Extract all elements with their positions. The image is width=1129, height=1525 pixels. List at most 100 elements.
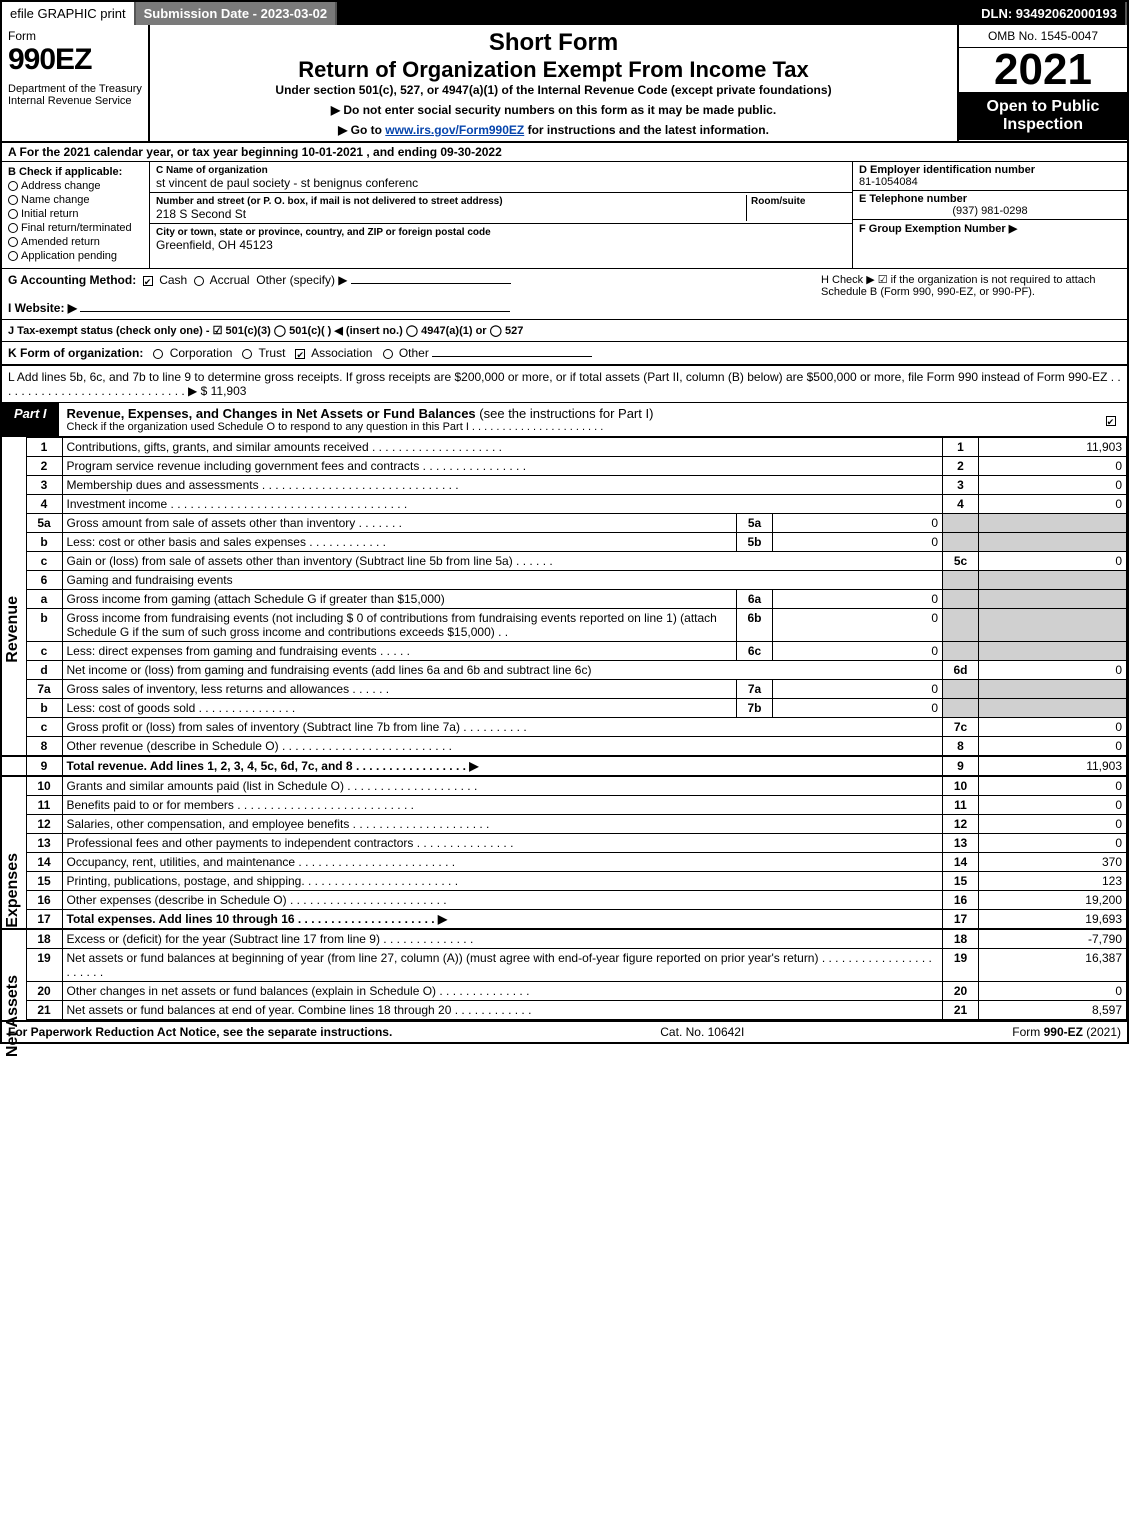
section-b-checkboxes: Address change Name change Initial retur… (8, 180, 143, 262)
section-g-label: G Accounting Method: (8, 273, 136, 287)
table-row: 15Printing, publications, postage, and s… (2, 872, 1127, 891)
form-word: Form (8, 29, 142, 43)
expenses-section-label: Expenses (4, 853, 22, 928)
chk-final-return[interactable]: Final return/terminated (8, 222, 143, 234)
table-row: cLess: direct expenses from gaming and f… (2, 642, 1127, 661)
part-i-title: Revenue, Expenses, and Changes in Net As… (59, 403, 1097, 436)
info-block: B Check if applicable: Address change Na… (2, 162, 1127, 269)
table-row: bLess: cost or other basis and sales exp… (2, 533, 1127, 552)
table-row: 8Other revenue (describe in Schedule O) … (2, 737, 1127, 757)
revenue-section-label: Revenue (4, 596, 22, 663)
section-j-text: J Tax-exempt status (check only one) - ☑… (8, 325, 523, 337)
section-k-pre: K Form of organization: (8, 346, 143, 360)
section-b-title: B Check if applicable: (8, 166, 143, 178)
table-row: Expenses 10Grants and similar amounts pa… (2, 776, 1127, 796)
website-input[interactable] (80, 311, 510, 312)
goto-note: ▶ Go to www.irs.gov/Form990EZ for instru… (158, 123, 949, 137)
dln-label: DLN: 93492062000193 (973, 2, 1127, 25)
table-row: 16Other expenses (describe in Schedule O… (2, 891, 1127, 910)
checkbox-icon (8, 181, 18, 191)
top-bar: efile GRAPHIC print Submission Date - 20… (2, 2, 1127, 25)
irs-link[interactable]: www.irs.gov/Form990EZ (385, 123, 524, 137)
tax-year: 2021 (959, 48, 1127, 92)
header-right: OMB No. 1545-0047 2021 Open to Public In… (957, 25, 1127, 141)
ein-value: 81-1054084 (859, 176, 918, 188)
chk-trust[interactable] (242, 349, 252, 359)
chk-other-org[interactable] (383, 349, 393, 359)
chk-amended-return[interactable]: Amended return (8, 236, 143, 248)
short-form-title: Short Form (158, 29, 949, 57)
table-row: aGross income from gaming (attach Schedu… (2, 590, 1127, 609)
checkbox-icon (8, 209, 18, 219)
chk-accrual[interactable] (194, 276, 204, 286)
efile-print-label: efile GRAPHIC print (10, 6, 126, 21)
checkbox-icon (8, 223, 18, 233)
page-footer: For Paperwork Reduction Act Notice, see … (2, 1020, 1127, 1042)
part-i-header: Part I Revenue, Expenses, and Changes in… (2, 403, 1127, 437)
street-value: 218 S Second St (156, 207, 246, 221)
table-row: Revenue 1 Contributions, gifts, grants, … (2, 438, 1127, 457)
street-label: Number and street (or P. O. box, if mail… (156, 196, 503, 207)
table-row: 17Total expenses. Add lines 10 through 1… (2, 910, 1127, 930)
subtitle: Under section 501(c), 527, or 4947(a)(1)… (158, 83, 949, 97)
table-row: 13Professional fees and other payments t… (2, 834, 1127, 853)
checkbox-icon (8, 237, 18, 247)
table-row: 12Salaries, other compensation, and empl… (2, 815, 1127, 834)
ssn-note: ▶ Do not enter social security numbers o… (158, 103, 949, 117)
table-row: dNet income or (loss) from gaming and fu… (2, 661, 1127, 680)
section-j: J Tax-exempt status (check only one) - ☑… (2, 320, 1127, 342)
netassets-section-label: Net Assets (4, 975, 22, 1057)
lines-table: Revenue 1 Contributions, gifts, grants, … (2, 437, 1127, 1020)
info-right: D Employer identification number 81-1054… (852, 162, 1127, 268)
header-left: Form 990EZ Department of the Treasury In… (2, 25, 150, 141)
table-row: 2Program service revenue including gover… (2, 457, 1127, 476)
section-k: K Form of organization: Corporation Trus… (2, 342, 1127, 366)
org-name: st vincent de paul society - st benignus… (156, 176, 418, 190)
other-method-input[interactable] (351, 283, 511, 284)
checkbox-icon (8, 195, 18, 205)
form-container: efile GRAPHIC print Submission Date - 20… (0, 0, 1129, 1044)
main-title: Return of Organization Exempt From Incom… (158, 57, 949, 83)
part-i-schedule-o-check[interactable] (1106, 416, 1116, 426)
goto-post: for instructions and the latest informat… (524, 123, 769, 137)
table-row: 3Membership dues and assessments . . . .… (2, 476, 1127, 495)
footer-left: For Paperwork Reduction Act Notice, see … (8, 1025, 392, 1039)
form-header: Form 990EZ Department of the Treasury In… (2, 25, 1127, 143)
phone-label: E Telephone number (859, 193, 967, 205)
section-a: A For the 2021 calendar year, or tax yea… (2, 143, 1127, 162)
chk-name-change[interactable]: Name change (8, 194, 143, 206)
ein-label: D Employer identification number (859, 164, 1035, 176)
form-number: 990EZ (8, 43, 142, 77)
table-row: 5aGross amount from sale of assets other… (2, 514, 1127, 533)
phone-value: (937) 981-0298 (859, 205, 1121, 217)
table-row: bLess: cost of goods sold . . . . . . . … (2, 699, 1127, 718)
table-row: bGross income from fundraising events (n… (2, 609, 1127, 642)
footer-mid: Cat. No. 10642I (660, 1025, 744, 1039)
footer-right: Form 990-EZ (2021) (1012, 1025, 1121, 1039)
submission-date-button[interactable]: Submission Date - 2023-03-02 (136, 2, 338, 25)
other-org-input[interactable] (432, 356, 592, 357)
table-row: 19Net assets or fund balances at beginni… (2, 949, 1127, 982)
table-row: 14Occupancy, rent, utilities, and mainte… (2, 853, 1127, 872)
chk-address-change[interactable]: Address change (8, 180, 143, 192)
city-label: City or town, state or province, country… (156, 227, 491, 238)
submission-date-label: Submission Date - 2023-03-02 (144, 6, 328, 21)
chk-cash[interactable] (143, 276, 153, 286)
table-row: 20Other changes in net assets or fund ba… (2, 982, 1127, 1001)
chk-association[interactable] (295, 349, 305, 359)
section-b: B Check if applicable: Address change Na… (2, 162, 150, 268)
table-row: 7aGross sales of inventory, less returns… (2, 680, 1127, 699)
table-row: 9Total revenue. Add lines 1, 2, 3, 4, 5c… (2, 756, 1127, 776)
chk-initial-return[interactable]: Initial return (8, 208, 143, 220)
part-i-tag: Part I (2, 403, 59, 436)
table-row: 21Net assets or fund balances at end of … (2, 1001, 1127, 1020)
section-g: G Accounting Method: Cash Accrual Other … (8, 273, 511, 315)
department-label: Department of the Treasury Internal Reve… (8, 83, 142, 107)
room-label: Room/suite (751, 196, 805, 207)
org-name-label: C Name of organization (156, 165, 268, 176)
table-row: 11Benefits paid to or for members . . . … (2, 796, 1127, 815)
chk-corporation[interactable] (153, 349, 163, 359)
chk-application-pending[interactable]: Application pending (8, 250, 143, 262)
efile-print-button[interactable]: efile GRAPHIC print (2, 2, 136, 25)
table-row: cGain or (loss) from sale of assets othe… (2, 552, 1127, 571)
